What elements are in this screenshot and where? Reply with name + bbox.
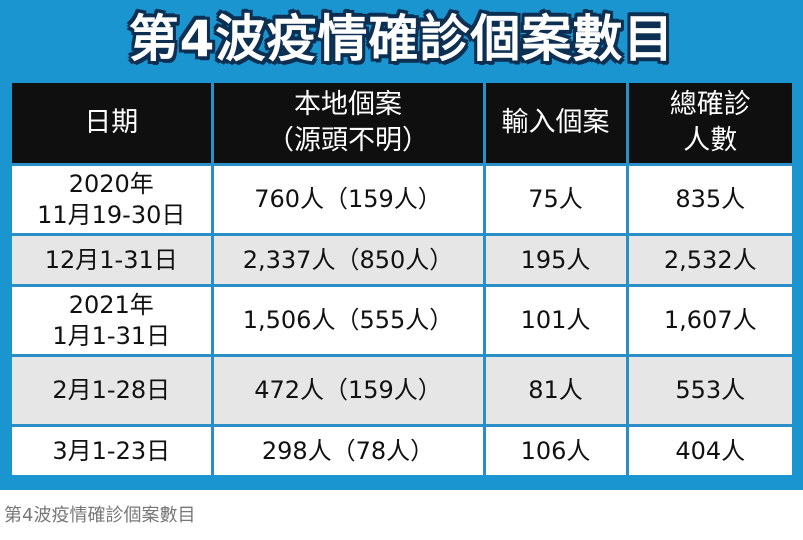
local-cases-cell: 1,506人（555人） xyxy=(210,284,484,356)
date-cell: 3月1-23日 xyxy=(12,424,212,475)
imported-cases-cell: 101人 xyxy=(482,284,627,356)
table-row: 3月1-23日 298人（78人） 106人 404人 xyxy=(12,424,792,475)
infographic-title: 第4波疫情確診個案數目 xyxy=(128,10,675,68)
table-row: 12月1-31日 2,337人（850人） 195人 2,532人 xyxy=(12,233,792,286)
total-cases-cell: 2,532人 xyxy=(625,233,792,286)
local-cases-cell: 298人（78人） xyxy=(210,424,484,475)
local-cases-cell: 760人（159人） xyxy=(210,163,484,235)
imported-cases-cell: 195人 xyxy=(482,233,627,286)
total-cases-cell: 1,607人 xyxy=(625,284,792,356)
table-header-row: 日期 本地個案 （源頭不明） 輸入個案 總確診 人數 xyxy=(12,83,792,165)
table-row: 2021年 1月1-31日 1,506人（555人） 101人 1,607人 xyxy=(12,284,792,356)
date-cell: 12月1-31日 xyxy=(12,233,212,286)
image-caption: 第4波疫情確診個案數目 xyxy=(4,505,196,526)
table-row: 2月1-28日 472人（159人） 81人 553人 xyxy=(12,354,792,426)
total-cases-cell: 553人 xyxy=(625,354,792,426)
total-cases-cell: 835人 xyxy=(625,163,792,235)
total-cases-cell: 404人 xyxy=(625,424,792,475)
infographic: 第4波疫情確診個案數目 日期 本地個案 （源頭不明） 輸入個案 總確診 人數 xyxy=(0,0,803,490)
date-cell: 2020年 11月19-30日 xyxy=(12,163,212,235)
header-imported-cases: 輸入個案 xyxy=(482,83,627,165)
header-local-cases: 本地個案 （源頭不明） xyxy=(210,83,484,165)
imported-cases-cell: 81人 xyxy=(482,354,627,426)
local-cases-cell: 472人（159人） xyxy=(210,354,484,426)
imported-cases-cell: 106人 xyxy=(482,424,627,475)
local-cases-cell: 2,337人（850人） xyxy=(210,233,484,286)
header-total-confirmed: 總確診 人數 xyxy=(625,83,792,165)
imported-cases-cell: 75人 xyxy=(482,163,627,235)
case-count-table: 日期 本地個案 （源頭不明） 輸入個案 總確診 人數 2020年 1 xyxy=(12,83,792,475)
date-cell: 2021年 1月1-31日 xyxy=(12,284,212,356)
header-date: 日期 xyxy=(12,83,212,165)
table-row: 2020年 11月19-30日 760人（159人） 75人 835人 xyxy=(12,163,792,235)
date-cell: 2月1-28日 xyxy=(12,354,212,426)
